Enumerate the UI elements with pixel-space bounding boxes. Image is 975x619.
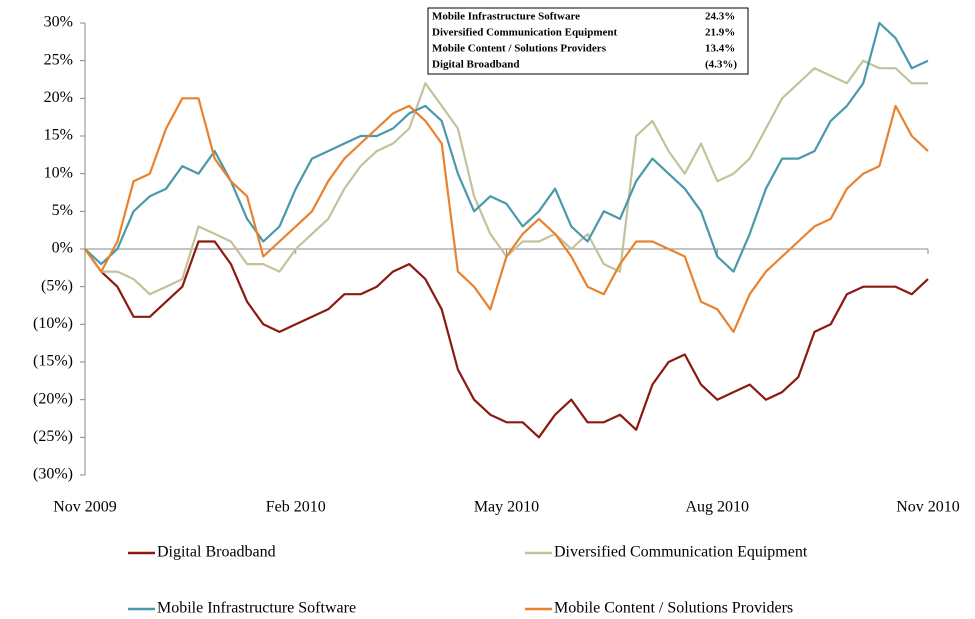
y-tick-label: (10%) xyxy=(33,315,73,332)
y-tick-label: (20%) xyxy=(33,390,73,407)
summary-value: 21.9% xyxy=(705,27,735,39)
x-tick-label: Feb 2010 xyxy=(266,499,326,516)
x-tick-label: Nov 2009 xyxy=(53,499,117,516)
series-line xyxy=(84,21,929,273)
summary-value: 24.3% xyxy=(705,11,735,23)
legend-label: Digital Broadband xyxy=(157,544,276,561)
y-tick-label: 0% xyxy=(52,240,73,257)
series-line xyxy=(84,240,929,439)
summary-box xyxy=(427,7,749,75)
summary-name: Digital Broadband xyxy=(432,59,520,71)
summary-name: Diversified Communication Equipment xyxy=(432,27,618,39)
summary-value: (4.3%) xyxy=(705,59,737,71)
y-tick-label: 5% xyxy=(52,202,73,219)
series-line xyxy=(84,97,929,333)
y-tick-label: 20% xyxy=(44,89,73,106)
summary-value: 13.4% xyxy=(705,43,735,55)
y-tick-label: 15% xyxy=(44,127,73,144)
summary-name: Mobile Infrastructure Software xyxy=(432,11,580,23)
y-tick-label: 10% xyxy=(44,164,73,181)
legend-label: Diversified Communication Equipment xyxy=(554,544,808,561)
legend-label: Mobile Infrastructure Software xyxy=(157,600,356,617)
y-tick-label: (15%) xyxy=(33,353,73,370)
x-tick-label: Nov 2010 xyxy=(896,499,960,516)
y-tick-label: (5%) xyxy=(41,277,73,294)
summary-name: Mobile Content / Solutions Providers xyxy=(432,43,607,55)
x-tick-label: Aug 2010 xyxy=(685,499,749,516)
y-tick-label: (30%) xyxy=(33,466,73,483)
y-tick-label: 30% xyxy=(44,14,73,31)
y-tick-label: (25%) xyxy=(33,428,73,445)
legend-label: Mobile Content / Solutions Providers xyxy=(554,600,793,617)
y-tick-label: 25% xyxy=(44,51,73,68)
x-tick-label: May 2010 xyxy=(474,499,539,516)
